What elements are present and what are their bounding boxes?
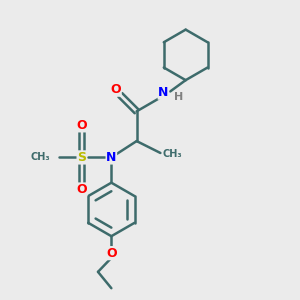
Text: O: O bbox=[106, 247, 117, 260]
Text: O: O bbox=[76, 119, 87, 132]
Text: N: N bbox=[106, 151, 116, 164]
Text: O: O bbox=[110, 83, 121, 96]
Text: CH₃: CH₃ bbox=[163, 149, 182, 160]
Text: H: H bbox=[174, 92, 183, 101]
Text: O: O bbox=[76, 183, 87, 196]
Text: N: N bbox=[158, 86, 169, 99]
Text: CH₃: CH₃ bbox=[31, 152, 50, 162]
Text: S: S bbox=[77, 151, 86, 164]
